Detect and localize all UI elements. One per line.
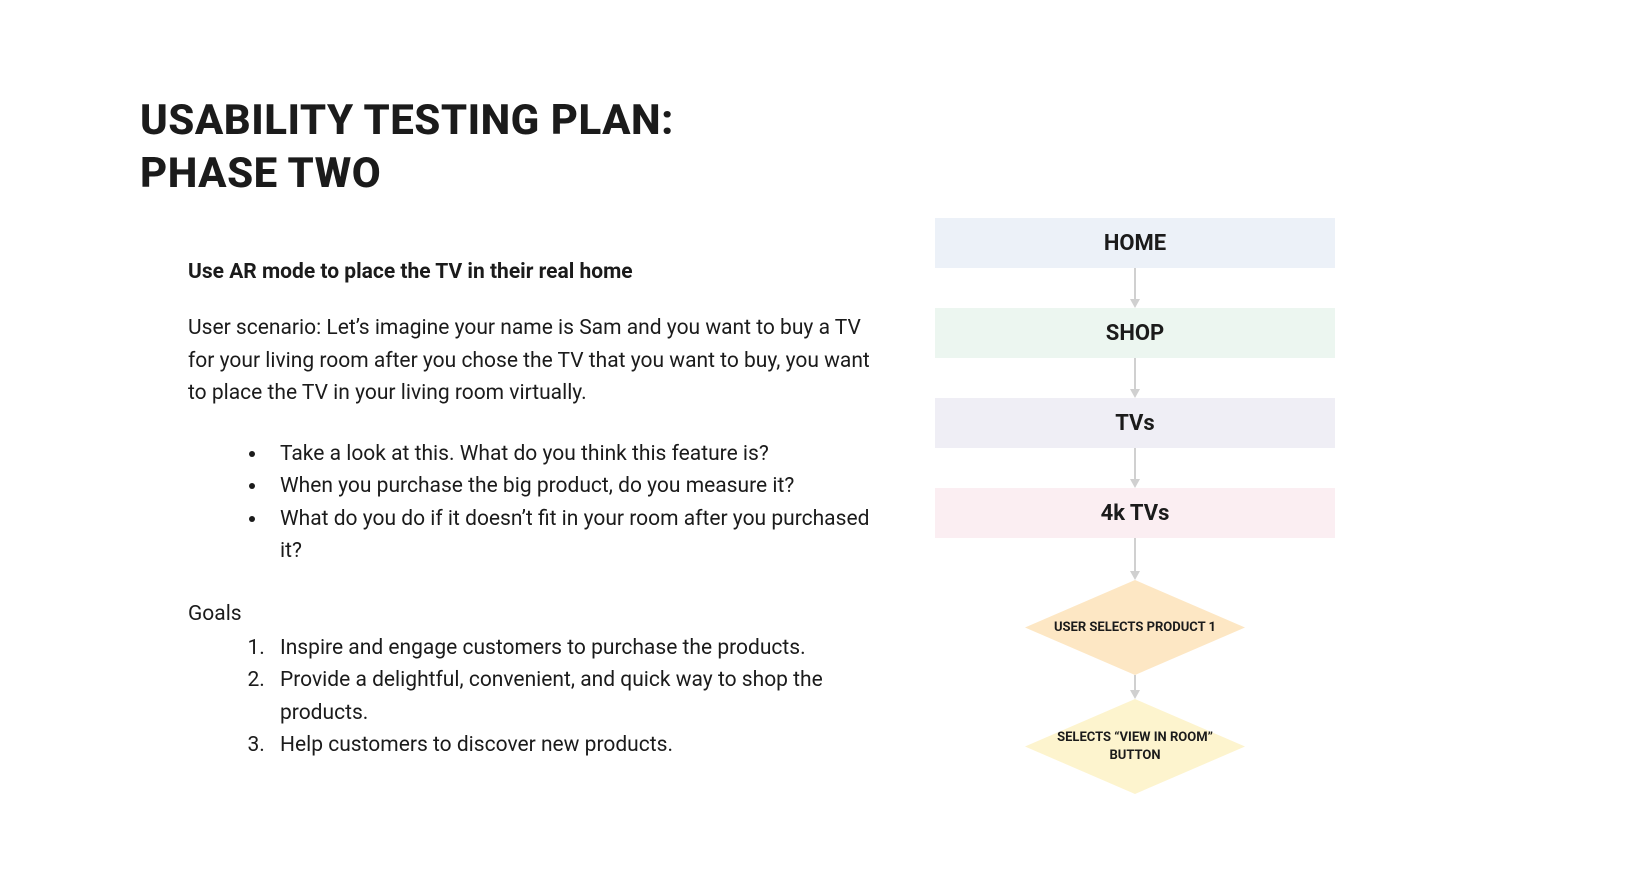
flow-arrow [1123,448,1147,488]
flow-node-rect: 4k TVs [935,488,1335,538]
question-item: When you purchase the big product, do yo… [268,470,878,503]
scenario-text: User scenario: Let’s imagine your name i… [188,312,878,410]
flow-node-diamond: USER SELECTS PRODUCT 1 [1025,580,1245,675]
flow-node-rect: TVs [935,398,1335,448]
question-item: What do you do if it doesn’t fit in your… [268,503,878,568]
flow-node-rect: SHOP [935,308,1335,358]
title-line-2: PHASE TWO [140,148,674,201]
page: USABILITY TESTING PLAN: PHASE TWO Use AR… [0,0,1650,892]
goal-item: Inspire and engage customers to purchase… [270,632,878,665]
flow-node-diamond: SELECTS “VIEW IN ROOM” BUTTON [1025,699,1245,794]
flow-arrow [1123,268,1147,308]
goal-item: Provide a delightful, convenient, and qu… [270,664,878,729]
flow-arrow [1123,675,1147,699]
question-list: Take a look at this. What do you think t… [188,438,878,568]
goal-item: Help customers to discover new products. [270,729,878,762]
question-item: Take a look at this. What do you think t… [268,438,878,471]
title-line-1: USABILITY TESTING PLAN: [140,95,674,148]
flow-node-label: USER SELECTS PRODUCT 1 [1026,619,1244,637]
flow-arrow [1123,358,1147,398]
content-column: Use AR mode to place the TV in their rea… [188,260,878,762]
flow-arrow [1123,538,1147,580]
goals-list: Inspire and engage customers to purchase… [188,632,878,762]
goals-heading: Goals [188,602,878,626]
page-title: USABILITY TESTING PLAN: PHASE TWO [140,95,674,200]
flow-node-rect: HOME [935,218,1335,268]
flow-node-label: SELECTS “VIEW IN ROOM” BUTTON [1025,729,1245,764]
flowchart: HOME SHOP TVs 4k TVs USER SELECTS PRODUCT 1 S… [935,218,1335,794]
section-subtitle: Use AR mode to place the TV in their rea… [188,260,878,284]
